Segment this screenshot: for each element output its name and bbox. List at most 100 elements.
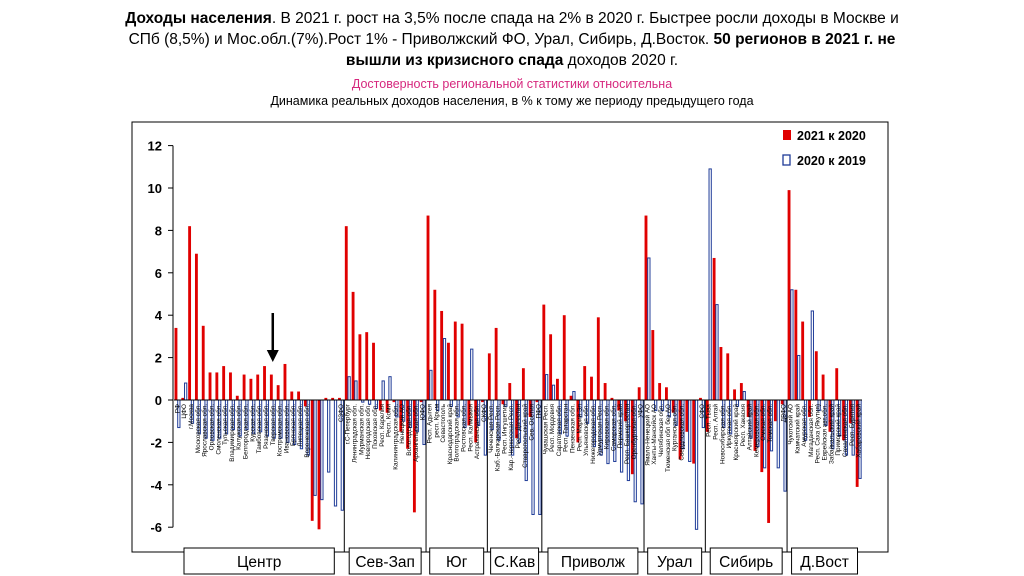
bar-2020 (327, 399, 331, 473)
bar-2021 (310, 400, 314, 521)
bar-2021 (780, 400, 784, 405)
bar-2021 (365, 332, 369, 400)
bar-2021 (821, 374, 825, 400)
bar-2021 (256, 374, 260, 400)
bar-2021 (276, 385, 280, 400)
y-tick-label: 6 (155, 266, 162, 281)
category-label: Сев. Осетия (529, 403, 536, 440)
bar-2021 (372, 342, 375, 400)
chart-subtitle: Динамика реальных доходов населения, в %… (270, 94, 754, 108)
category-label: Респ. Карелия (379, 403, 386, 446)
category-label: Саратовская обл. (555, 404, 563, 457)
bar-2021 (229, 372, 232, 400)
bar-2021 (535, 400, 539, 403)
category-label: Сахалинская обл. (841, 404, 849, 457)
category-label: Ивановская обл. (282, 404, 290, 453)
bar-2021 (767, 400, 771, 523)
bar-2021 (726, 353, 730, 400)
bar-2021 (235, 395, 239, 400)
category-label: Краснодарский край (446, 404, 454, 465)
region-group-box (791, 547, 859, 575)
category-label: Архангельская обл. (412, 404, 420, 462)
bar-2021 (739, 383, 743, 400)
category-label: Респ. Тыва (706, 404, 713, 437)
category-label: Респ. Бурятия (849, 403, 856, 445)
plot-frame (131, 121, 889, 553)
bar-2021 (842, 400, 845, 441)
category-label: г.Москва (188, 404, 195, 430)
category-label: Псковская обл. (371, 404, 379, 449)
bar-2021 (174, 327, 178, 400)
reliability-note: Достоверность региональной статистики от… (351, 77, 673, 91)
category-label: Ульяновская обл. (582, 404, 590, 456)
bar-2020 (715, 304, 719, 401)
bar-2021 (433, 289, 437, 400)
bar-2021 (351, 291, 355, 400)
category-labels: РФ ЦФО г.Москва Московская обл. Ярославская … (174, 403, 862, 472)
bar-2021 (828, 400, 832, 432)
category-label: Магаданская обл. (807, 404, 815, 457)
category-label: Тверская обл. (269, 404, 277, 446)
category-label: Удмуртская Респ. (597, 404, 604, 456)
y-axis: 12 10 8 6 4 2 0 -2 -4 -6 (148, 139, 174, 535)
category-label: Респ. Ингушетия (501, 403, 508, 453)
category-label: Белгородская обл. (242, 404, 250, 459)
region-group-label: Приволж (561, 554, 626, 571)
category-label: Астраханская обл. (473, 404, 481, 459)
category-label: Вологодская обл. (405, 404, 413, 456)
category-label: Курганская обл. (671, 404, 679, 451)
bar-2021 (705, 400, 709, 432)
category-label: Ярославская обл. (201, 404, 209, 457)
category-label: Новгородская обл. (364, 404, 372, 460)
category-label: Орловская обл. (207, 404, 215, 451)
bar-2020 (381, 380, 385, 401)
bar-2021 (508, 383, 512, 400)
bar-2021 (249, 378, 253, 400)
bar-2021 (671, 400, 675, 413)
bar-2021 (487, 353, 491, 400)
category-label: СФО (699, 404, 706, 418)
bar-2021 (324, 397, 328, 400)
category-label: Московская обл. (194, 404, 202, 453)
category-label: УФО (638, 404, 645, 418)
category-label: СКФО (481, 404, 488, 422)
bar-2021 (290, 391, 294, 400)
region-group-box (647, 547, 703, 575)
bar-2020 (572, 391, 576, 401)
category-label: Кар.-Черкесская Респ. (508, 404, 515, 471)
category-label: Курская обл. (248, 404, 256, 442)
category-label: Хабаровский край (855, 404, 863, 458)
region-group-label: С.Кав (494, 554, 535, 571)
region-groups: Центр Сев-Зап Юг С.Кав Приволж Урал Сибирь Д.Во… (183, 547, 859, 575)
category-label: Чеченская Респ. (488, 404, 495, 453)
region-group-box (490, 547, 540, 575)
category-label: Брянская обл. (289, 404, 297, 446)
bar-2021 (242, 374, 246, 400)
category-label: Новосибирская обл. (718, 404, 726, 464)
category-label: Чувашская Респ. (542, 404, 549, 455)
bar-2021 (569, 395, 573, 400)
category-label: Респ. Коми (386, 404, 393, 437)
bar-2021 (406, 400, 410, 449)
legend-label-2021: 2021 к 2020 (797, 129, 866, 143)
bar-2021 (835, 368, 839, 400)
bar-2021 (392, 400, 396, 403)
category-label: Смоленская обл. (214, 404, 222, 455)
category-label: Тюменская обл без АО (664, 404, 672, 472)
category-label: Респ. Башкортостан (624, 404, 631, 464)
bar-2021 (501, 400, 505, 405)
category-label: Ненецкий АО (398, 404, 406, 444)
bar-2021 (651, 330, 655, 400)
bar-2021 (637, 387, 641, 400)
bar-2021 (596, 317, 600, 400)
bar-2020 (354, 380, 358, 401)
region-group-label: Сибирь (719, 554, 773, 571)
category-label: Рязанская обл. (262, 404, 270, 449)
category-label: Респ. Саха (Якутия) (815, 404, 822, 463)
y-tick-label: 0 (155, 393, 162, 408)
bar-2020 (776, 399, 780, 469)
bar-2021 (562, 315, 566, 400)
bar-2021 (760, 400, 764, 473)
category-label: Приморский край (834, 404, 842, 456)
